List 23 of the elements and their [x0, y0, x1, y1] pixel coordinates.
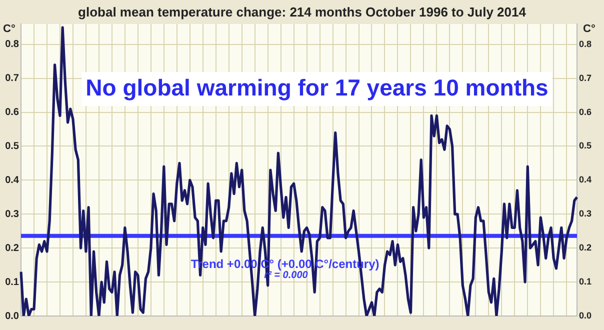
y-tick-label: 0.2 [5, 242, 20, 254]
y2-tick-label: 0.7 [579, 72, 592, 83]
y2-tick-label: 0.3 [579, 208, 592, 219]
y2-tick-label: 0.5 [579, 140, 592, 151]
y-axis-title: C° [3, 23, 16, 36]
annotation: No global warming for 17 years 10 months [86, 74, 548, 100]
y-tick-label: 0.3 [5, 208, 20, 220]
y2-tick-label: 0.2 [579, 242, 592, 253]
y-tick-label: 0.7 [5, 73, 20, 84]
y-tick-label: 0.4 [5, 174, 20, 186]
y-tick-label: 0.5 [5, 140, 20, 152]
y2-tick-label: 0.6 [579, 106, 592, 117]
y-tick-label: 0.0 [5, 310, 20, 322]
y2-tick-label: 0.8 [579, 38, 592, 49]
y-tick-label: 0.1 [5, 276, 20, 288]
annotation: r² = 0.000 [264, 270, 308, 281]
y-tick-label: 0.8 [5, 39, 20, 50]
y2-tick-label: 0.4 [579, 174, 592, 185]
y2-tick-label: 0.0 [579, 310, 592, 320]
y-tick-label: 0.6 [5, 107, 20, 118]
y2-axis-title: C° [583, 23, 596, 36]
chart-title: global mean temperature change: 214 months October 1996 to July 2014 [78, 4, 527, 20]
y2-tick-label: 0.1 [579, 276, 592, 287]
